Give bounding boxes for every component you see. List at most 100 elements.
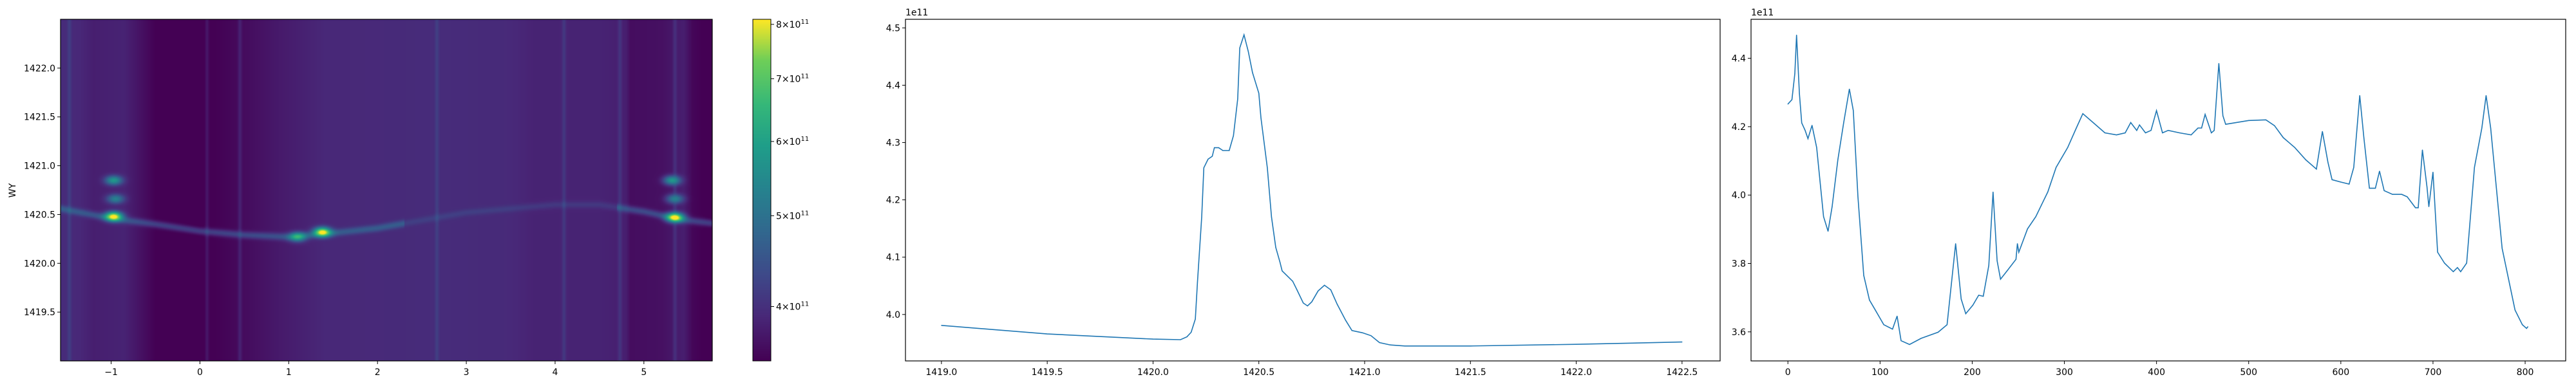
heatmap-image [61, 19, 712, 361]
data-point [2383, 190, 2385, 191]
data-point [2067, 147, 2069, 148]
data-point [1900, 340, 1902, 342]
x-tick-label: 100 [1871, 367, 1889, 378]
data-point [1275, 246, 1276, 248]
axes-frame [905, 19, 1721, 362]
data-point [1801, 122, 1803, 124]
data-point [2274, 125, 2275, 126]
data-point [1233, 135, 1234, 136]
data-point [1237, 98, 1238, 100]
colorbar-tick-label: 7×1011 [776, 73, 809, 84]
data-point [1816, 147, 1817, 148]
data-point [2327, 161, 2329, 163]
x-tick-label: 1421.0 [1349, 367, 1381, 378]
series-line [941, 33, 1682, 347]
data-point [2322, 131, 2323, 132]
y-tick-label: 4.3 [886, 138, 900, 149]
data-point [2222, 115, 2224, 116]
data-point [1186, 336, 1188, 338]
y-tick-label: 1419.5 [24, 308, 55, 318]
data-point [2501, 248, 2503, 249]
y-tick-label: 1420.5 [24, 210, 55, 220]
x-tick-label: 1419.5 [1032, 367, 1063, 378]
x-tick-label: 1420.5 [1243, 367, 1274, 378]
data-point [1252, 72, 1253, 73]
data-point [2340, 181, 2342, 183]
data-point [1794, 73, 1795, 75]
x-tick-label: 1422.5 [1666, 367, 1698, 378]
x-tick-label: 2 [375, 367, 381, 378]
data-point [2076, 127, 2077, 129]
panel-1: −1 0 1 2 3 4 5 1419.5 1420.0 1420.5 1421.0 1421.5 14… [8, 19, 713, 378]
x-tick-label: 300 [2056, 367, 2073, 378]
data-point [2225, 124, 2226, 125]
data-point [2016, 243, 2018, 244]
y-tick-label: 3.8 [1732, 259, 1746, 270]
data-point [2190, 134, 2192, 136]
data-point [1470, 345, 1471, 347]
y-axis-label: WY [8, 183, 18, 198]
x-tick-label: 3 [464, 367, 469, 378]
data-point [2353, 167, 2354, 168]
panel-2: 1419.0 1419.5 1420.0 1420.5 1421.0 1421.5 1422… [886, 8, 1721, 378]
data-point [2130, 122, 2132, 124]
x-tick-label: 5 [641, 367, 647, 378]
data-point [2204, 114, 2206, 115]
data-point [2421, 149, 2423, 151]
data-point [1323, 284, 1325, 286]
data-point [1575, 344, 1577, 345]
data-point [2379, 170, 2380, 172]
x-tick-label: 1419.0 [925, 367, 957, 378]
colorbar-gradient [753, 19, 771, 361]
data-point [2331, 179, 2333, 180]
data-point [2213, 130, 2215, 131]
colorbar-tick-label: 4×1011 [776, 300, 809, 312]
data-point [1214, 147, 1215, 149]
y-tick-label: 4.2 [1732, 122, 1746, 133]
data-point [1857, 196, 1859, 198]
data-point [1799, 93, 1800, 94]
series-line [1787, 35, 2528, 345]
y-tick-label: 4.4 [886, 80, 900, 91]
y-tick-label: 1420.0 [24, 259, 55, 269]
colorbar-tick-label: 5×1011 [776, 210, 809, 221]
colorbar-tick-label: 8×1011 [776, 19, 809, 30]
x-tick-label: 1421.5 [1455, 367, 1486, 378]
data-point [2444, 262, 2445, 264]
y-tick-label: 3.6 [1732, 327, 1746, 338]
data-point [1843, 122, 1844, 124]
data-point [2136, 130, 2137, 131]
data-point [2415, 207, 2416, 208]
data-point [2522, 324, 2523, 326]
data-point [2490, 127, 2492, 129]
data-point [1195, 318, 1196, 320]
y-offset-label: 1e11 [1751, 8, 1774, 18]
y-tick-label: 1421.5 [24, 113, 55, 123]
data-point [1983, 295, 1984, 297]
x-tick-label: 1420.0 [1137, 367, 1169, 378]
data-point [2027, 228, 2028, 230]
data-point [2201, 127, 2202, 129]
data-point [1883, 324, 1884, 326]
x-tick-label: 800 [2517, 367, 2534, 378]
data-point [2093, 122, 2094, 124]
x-tick-label: −1 [104, 367, 118, 378]
data-point [1046, 333, 1048, 335]
data-point [1965, 313, 1967, 315]
data-point [2150, 130, 2152, 131]
data-point [1909, 344, 1910, 345]
data-point [1222, 150, 1224, 151]
data-point [2282, 137, 2284, 138]
x-tick-label: 700 [2425, 367, 2442, 378]
y-tick-label: 4.5 [886, 23, 900, 33]
data-point [2156, 110, 2157, 111]
y-tick-label: 4.4 [1732, 54, 1746, 64]
x-tick-label: 1422.0 [1560, 367, 1592, 378]
x-tick-label: 4 [553, 367, 558, 378]
data-point [2116, 134, 2117, 136]
data-point [1863, 275, 1864, 276]
x-tick-label: 500 [2240, 367, 2257, 378]
y-tick-label: 1422.0 [24, 64, 55, 74]
data-point [2401, 194, 2402, 195]
data-point [941, 325, 942, 326]
